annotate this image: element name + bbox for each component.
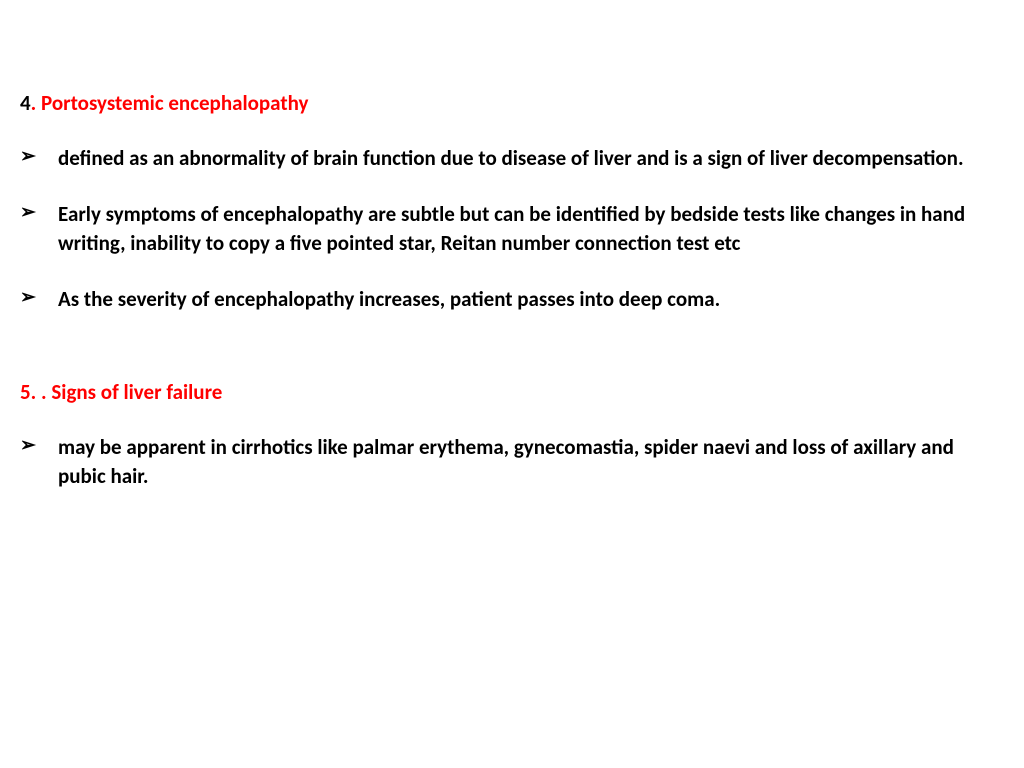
bullet-text: defined as an abnormality of brain funct… xyxy=(58,144,1004,172)
section-divider xyxy=(20,341,1004,379)
section-number-5: 5. xyxy=(20,379,41,405)
section-heading-4: 4. Portosystemic encephalopathy xyxy=(20,90,1004,116)
section-title-5: . Signs of liver failure xyxy=(41,379,222,405)
list-item: ➢ defined as an abnormality of brain fun… xyxy=(20,144,1004,172)
section-title-4: . Portosystemic encephalopathy xyxy=(31,90,309,116)
list-item: ➢ Early symptoms of encephalopathy are s… xyxy=(20,200,1004,257)
bullet-text: may be apparent in cirrhotics like palma… xyxy=(58,433,1004,490)
bullet-text: Early symptoms of encephalopathy are sub… xyxy=(58,200,1004,257)
chevron-right-icon: ➢ xyxy=(20,144,58,170)
chevron-right-icon: ➢ xyxy=(20,200,58,226)
list-item: ➢ may be apparent in cirrhotics like pal… xyxy=(20,433,1004,490)
chevron-right-icon: ➢ xyxy=(20,433,58,459)
section-heading-5: 5. . Signs of liver failure xyxy=(20,379,1004,405)
section-number-4: 4 xyxy=(20,90,31,116)
bullet-list-section-4: ➢ defined as an abnormality of brain fun… xyxy=(20,144,1004,313)
list-item: ➢ As the severity of encephalopathy incr… xyxy=(20,285,1004,313)
bullet-list-section-5: ➢ may be apparent in cirrhotics like pal… xyxy=(20,433,1004,490)
chevron-right-icon: ➢ xyxy=(20,285,58,311)
bullet-text: As the severity of encephalopathy increa… xyxy=(58,285,1004,313)
